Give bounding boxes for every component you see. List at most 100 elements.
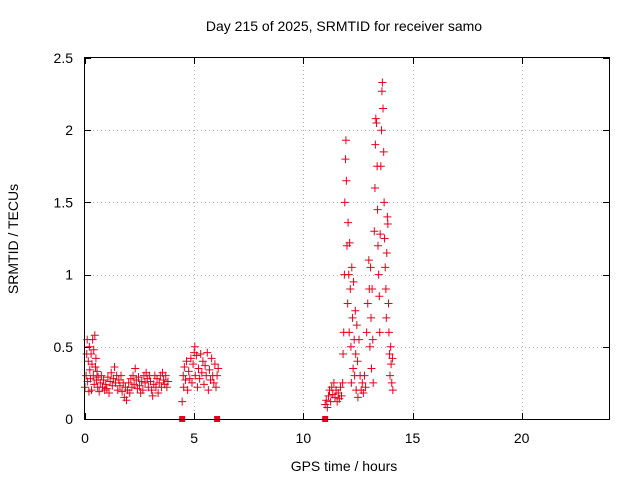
data-point-plus [130,380,139,389]
data-point-plus [368,335,377,344]
data-point-plus [117,371,126,380]
data-point-plus [381,263,390,272]
data-point-plus [347,378,356,387]
data-point-plus [89,345,98,354]
data-point-plus [85,342,94,351]
x-tick-label: 5 [190,430,198,446]
data-point-plus [147,386,156,395]
data-point-plus [101,380,110,389]
data-point-plus [388,354,397,363]
data-point-plus [87,350,96,359]
data-point-plus [205,365,214,374]
data-point-plus [379,147,388,156]
data-point-plus [129,371,138,380]
y-tick-label: 1.5 [54,194,74,210]
data-point-plus [193,383,202,392]
data-point-plus [362,328,371,337]
data-point-plus [203,348,212,357]
data-point-plus [214,364,223,373]
data-point-plus [377,126,386,135]
y-tick-label: 1 [65,267,73,283]
data-point-plus [122,396,131,405]
data-point-plus [187,378,196,387]
data-point-plus [363,299,372,308]
data-point-plus [99,376,108,385]
x-tick-label: 15 [405,430,421,446]
data-point-plus [114,376,123,385]
y-tick-label: 2 [65,122,73,138]
data-point-plus [105,389,114,398]
data-point-plus [113,386,122,395]
data-point-plus [141,378,150,387]
data-point-plus [198,357,207,366]
data-point-plus [351,306,360,315]
data-point-plus [387,360,396,369]
data-point-plus [94,373,103,382]
data-point-plus [349,277,358,286]
data-point-plus [346,342,355,351]
data-point-plus [345,328,354,337]
data-point-plus [365,342,374,351]
data-point-plus [372,118,381,127]
data-points [81,78,397,422]
data-point-plus [199,380,208,389]
data-point-plus [358,378,367,387]
data-point-plus [353,393,362,402]
data-point-plus [374,270,383,279]
data-point-plus [197,368,206,377]
y-axis-title: SRMTID / TECUs [5,184,21,294]
data-point-plus [379,104,388,113]
data-point-plus [97,371,106,380]
data-point-plus [347,263,356,272]
data-point-plus [93,367,102,376]
data-point-plus [343,299,352,308]
data-point-plus [103,373,112,382]
data-point-plus [367,364,376,373]
data-point-plus [87,386,96,395]
data-point-plus [377,87,386,96]
y-tick-label: 0.5 [54,339,74,355]
data-point-plus [370,227,379,236]
data-point-plus [366,263,375,272]
data-point-plus [386,371,395,380]
data-point-plus [89,371,98,380]
data-point-plus [376,162,385,171]
data-point-plus [351,350,360,359]
data-point-plus [360,371,369,380]
data-point-plus [82,371,91,380]
data-point-plus [131,364,140,373]
data-point-plus [329,378,338,387]
data-point-plus [380,234,389,243]
chart-title: Day 215 of 2025, SRMTID for receiver sam… [206,18,482,34]
data-point-plus [322,396,331,405]
data-point-plus [386,342,395,351]
data-point-plus [339,350,348,359]
x-axis-title: GPS time / hours [291,458,398,474]
plot-frame [84,57,610,420]
data-point-plus [90,331,99,340]
data-point-plus [327,383,336,392]
data-point-plus [204,386,213,395]
data-point-plus [191,371,200,380]
data-point-plus [384,299,393,308]
data-point-plus [102,384,111,393]
data-point-plus [388,386,397,395]
data-point-plus [341,155,350,164]
data-point-plus [154,389,163,398]
data-point-plus [110,363,119,372]
data-point-plus [375,292,384,301]
data-point-plus [178,397,187,406]
x-tick-label: 20 [514,430,530,446]
data-point-plus [213,371,222,380]
data-point-plus [359,389,368,398]
data-point-plus [340,198,349,207]
data-point-plus [118,387,127,396]
data-point-plus [195,374,204,383]
data-point-plus [184,367,193,376]
data-point-plus [190,342,199,351]
data-point-plus [355,335,364,344]
data-point-plus [330,393,339,402]
data-point-plus [196,350,205,359]
data-point-plus [85,365,94,374]
data-point-plus [161,371,170,380]
